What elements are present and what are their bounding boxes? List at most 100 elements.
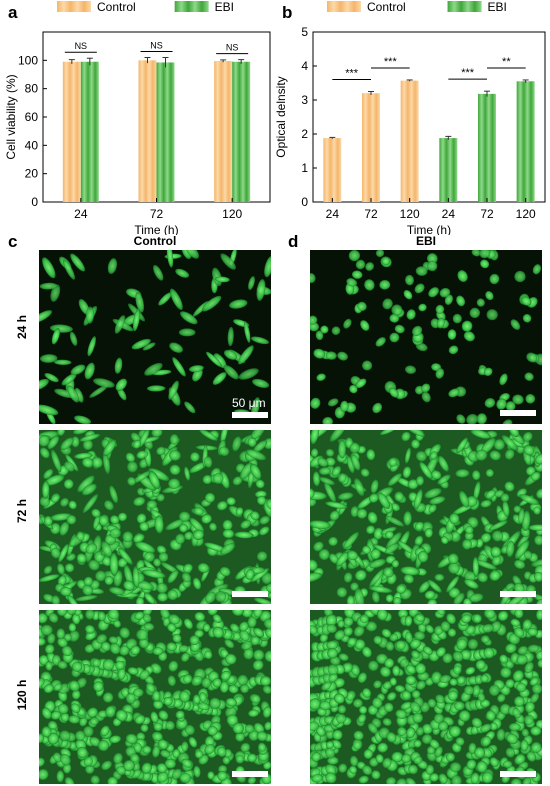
y-tick-label: 1 <box>301 161 308 175</box>
cell <box>57 563 65 575</box>
cell <box>415 726 425 736</box>
cell <box>502 500 510 517</box>
cell <box>122 531 134 543</box>
cell <box>537 658 542 668</box>
cell <box>385 530 394 539</box>
cell <box>109 528 121 539</box>
significance-label: *** <box>461 67 475 79</box>
cell <box>222 756 231 765</box>
scale-bar-control-24h <box>232 412 268 418</box>
cell <box>189 517 205 533</box>
cell <box>332 729 343 741</box>
scale-bar-ebi-24h <box>500 410 536 416</box>
cell <box>505 679 515 689</box>
cell <box>109 642 121 655</box>
cell <box>500 666 512 679</box>
cell <box>125 733 138 745</box>
cell <box>375 337 386 347</box>
cell <box>39 378 49 391</box>
cell <box>502 419 513 424</box>
cell <box>74 415 92 424</box>
cell <box>72 613 81 625</box>
cell <box>235 731 245 742</box>
cell <box>311 751 321 762</box>
cell <box>365 262 375 271</box>
cell <box>136 450 149 459</box>
cell <box>169 449 181 461</box>
cell <box>526 751 537 762</box>
cell <box>406 727 416 739</box>
cell <box>108 586 125 595</box>
cell <box>409 701 421 713</box>
cell <box>88 559 100 571</box>
cell <box>239 629 250 642</box>
cell <box>508 430 520 438</box>
cell <box>153 264 164 281</box>
cell <box>75 595 98 602</box>
cell <box>448 345 459 355</box>
cell <box>389 677 397 686</box>
cell <box>349 755 359 767</box>
cell <box>508 722 521 732</box>
row-label-72h: 72 h <box>15 499 29 524</box>
cell <box>53 359 72 366</box>
cell <box>160 749 171 758</box>
cell <box>39 757 45 768</box>
cell <box>514 754 526 765</box>
cell <box>534 535 542 546</box>
cell <box>439 287 451 298</box>
cell <box>310 625 318 635</box>
cell <box>145 682 156 693</box>
cell <box>349 384 358 394</box>
cell <box>512 670 524 682</box>
cell <box>482 623 494 633</box>
cell <box>134 611 145 620</box>
cell <box>446 576 460 593</box>
cell <box>480 532 492 543</box>
cell <box>71 689 81 700</box>
cell <box>409 638 422 649</box>
cell <box>310 488 315 499</box>
col-title-ebi: EBI <box>415 234 436 248</box>
cell <box>220 430 228 444</box>
x-tick-label: 120 <box>400 207 420 221</box>
scale-bar-control-120h <box>232 771 268 777</box>
cell <box>191 675 203 687</box>
cell <box>156 582 168 594</box>
cell <box>406 309 416 320</box>
cell <box>91 508 101 518</box>
cell <box>117 512 128 522</box>
cell <box>43 565 53 575</box>
cell <box>204 542 227 552</box>
cell <box>222 519 233 531</box>
cell <box>40 624 53 636</box>
cell <box>400 566 420 576</box>
cell <box>39 677 45 689</box>
cell <box>148 468 170 481</box>
cell <box>89 716 99 726</box>
cell <box>318 476 335 486</box>
cell <box>57 430 66 436</box>
cell <box>506 594 525 604</box>
cell <box>239 462 253 480</box>
micrograph-ebi-72h <box>310 430 542 604</box>
cell <box>41 726 52 738</box>
cell <box>354 639 366 650</box>
cell <box>514 270 526 283</box>
cell <box>262 706 271 718</box>
cell <box>146 385 166 392</box>
cell <box>481 736 492 747</box>
x-tick-label: 72 <box>150 207 164 221</box>
cell <box>142 610 153 617</box>
cell <box>61 373 77 386</box>
cell <box>151 430 163 438</box>
cell <box>142 342 156 351</box>
cell <box>169 464 181 476</box>
cell <box>320 325 329 334</box>
cell <box>104 575 114 586</box>
cell <box>253 610 263 618</box>
cell <box>356 508 368 519</box>
cell <box>362 360 373 371</box>
cell <box>192 529 205 540</box>
